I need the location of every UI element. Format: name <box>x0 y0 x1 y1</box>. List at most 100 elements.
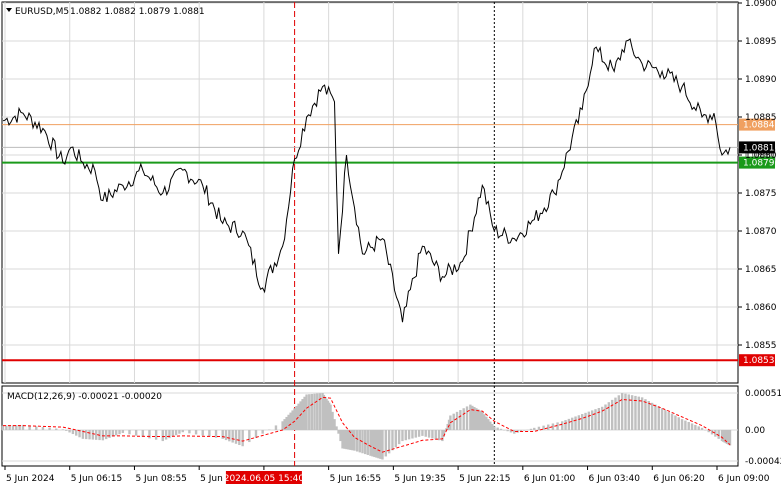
price-tick-label: 1.0860 <box>745 303 777 313</box>
price-tick-label: 1.0880 <box>745 151 777 161</box>
macd-histogram-bar <box>690 423 694 430</box>
macd-histogram-bar <box>496 427 499 430</box>
macd-histogram-bar <box>493 426 496 430</box>
macd-histogram-bar <box>704 430 707 431</box>
ohlc-label: 1.0882 1.0882 1.0879 1.0881 <box>70 7 205 17</box>
macd-histogram-bar <box>614 397 617 430</box>
macd-histogram-bar <box>289 412 292 430</box>
macd-histogram-bar <box>581 414 584 430</box>
macd-histogram-bar <box>473 407 476 430</box>
macd-histogram-bar <box>61 429 65 430</box>
macd-histogram-bar <box>15 425 18 430</box>
time-tick-label: 6 Jun 03:40 <box>589 474 641 484</box>
macd-histogram-bar <box>411 430 414 439</box>
price-tick-label: 1.0870 <box>745 227 777 237</box>
macd-histogram-bar <box>567 418 571 430</box>
macd-histogram-bar <box>684 420 687 430</box>
macd-histogram-bar <box>303 396 306 430</box>
macd-histogram-bar <box>722 430 725 442</box>
macd-histogram-bar <box>442 430 445 437</box>
macd-histogram-bar <box>128 430 131 435</box>
macd-histogram-bar <box>329 404 332 430</box>
macd-histogram-bar <box>5 425 8 430</box>
macd-histogram-bar <box>489 421 492 430</box>
macd-histogram-bar <box>650 402 654 430</box>
macd-histogram-bar <box>371 430 374 457</box>
macd-histogram-bar <box>325 398 328 430</box>
macd-histogram-bar <box>723 430 726 443</box>
macd-histogram-bar <box>664 410 667 430</box>
macd-histogram-bar <box>640 397 644 430</box>
macd-histogram-bar <box>313 393 316 430</box>
price-tick-label: 1.0875 <box>745 189 777 199</box>
macd-histogram-bar <box>384 430 388 457</box>
macd-histogram-bar <box>363 430 367 455</box>
price-tick-label: 1.0895 <box>745 37 777 47</box>
macd-histogram-bar <box>214 430 218 438</box>
macd-histogram-bar <box>254 430 258 438</box>
macd-histogram-bar <box>634 395 637 430</box>
macd-histogram-bar <box>437 430 441 441</box>
macd-histogram-bar <box>343 430 346 449</box>
macd-histogram-bar <box>610 399 614 430</box>
macd-histogram-bar <box>333 419 336 430</box>
macd-histogram-bar <box>700 427 704 430</box>
macd-histogram-bar <box>118 430 121 435</box>
price-tick-label: 1.0890 <box>745 75 777 85</box>
price-series <box>2 38 731 323</box>
macd-histogram-bar <box>670 413 674 430</box>
macd-histogram-bar <box>677 417 680 430</box>
macd-histogram-bar <box>654 404 657 430</box>
macd-histogram-bar <box>620 393 624 430</box>
macd-histogram-bar <box>91 430 95 440</box>
macd-histogram-bar <box>104 430 108 440</box>
macd-histogram-bar <box>469 404 472 430</box>
macd-histogram-bar <box>607 402 611 430</box>
macd-histogram-bar <box>18 425 21 430</box>
macd-histogram-bar <box>331 411 334 430</box>
macd-histogram-bar <box>221 430 224 439</box>
macd-histogram-bar <box>427 430 431 438</box>
macd-histogram-bar <box>71 430 75 435</box>
macd-histogram-bar <box>161 430 164 442</box>
chevron-down-icon[interactable] <box>6 8 12 12</box>
resistance-price-tag-label: 1.0884 <box>743 121 775 131</box>
macd-histogram-bar <box>465 406 469 430</box>
macd-histogram-bar <box>121 430 125 433</box>
macd-tick-label: -0.00042 <box>745 457 781 467</box>
macd-histogram-bar <box>462 408 465 430</box>
macd-histogram-bar <box>375 430 378 458</box>
macd-histogram-bar <box>301 399 304 430</box>
macd-histogram-bar <box>487 419 490 430</box>
price-line <box>2 38 731 323</box>
macd-histogram-bar <box>335 426 338 430</box>
macd-histogram-bar <box>726 430 729 445</box>
macd-histogram-bar <box>475 408 478 430</box>
macd-histogram-bar <box>455 411 459 430</box>
macd-histogram-bar <box>241 430 244 447</box>
macd-histogram-bar <box>441 430 444 442</box>
macd-histogram-bar <box>529 428 533 430</box>
macd-histogram-bar <box>321 393 324 430</box>
macd-histogram-bar <box>471 405 474 430</box>
macd-histogram-bar <box>134 430 138 436</box>
macd-histogram-bar <box>377 430 380 459</box>
macd-histogram-bar <box>11 425 15 430</box>
macd-histogram-bar <box>261 430 264 434</box>
macd-histogram-bar <box>274 425 278 430</box>
macd-histogram-bar <box>483 414 486 430</box>
macd-histogram-bar <box>366 430 370 455</box>
macd-histogram-bar <box>513 430 516 434</box>
macd-histogram-bar <box>171 430 174 437</box>
macd-histogram-bar <box>297 403 300 430</box>
price-axis: 1.0900 1.0895 1.0890 1.0885 1.0880 1.0875 1.08… <box>738 0 777 351</box>
macd-histogram-bar <box>355 430 359 452</box>
macd-histogram-bar <box>65 430 68 431</box>
horizontal-levels[interactable]: 1.0880 1.0884 1.0879 1.0853 1.0881 <box>2 118 776 367</box>
macd-histogram-bar <box>590 410 594 430</box>
macd-histogram-bar <box>224 430 228 441</box>
macd-histogram-bar <box>234 430 238 444</box>
macd-histogram-bar <box>345 430 348 450</box>
